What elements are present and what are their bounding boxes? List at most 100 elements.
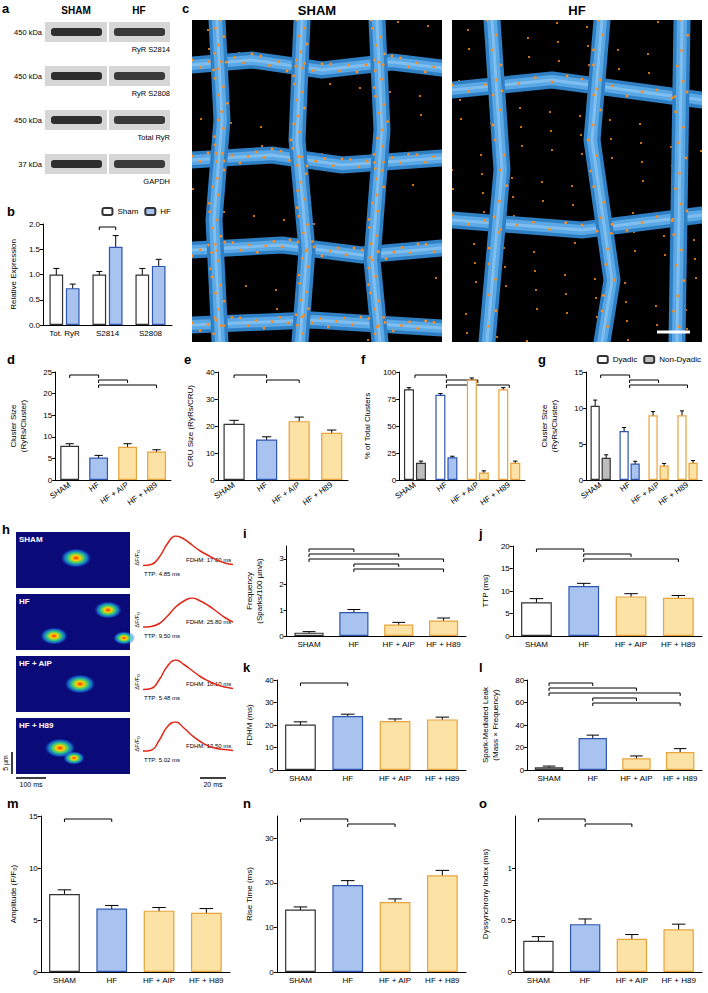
svg-text:20: 20: [501, 542, 510, 551]
svg-text:0: 0: [269, 766, 274, 775]
svg-text:RyR S2808: RyR S2808: [132, 89, 170, 98]
svg-text:HF + H89: HF + H89: [301, 480, 335, 507]
svg-text:HF + H89: HF + H89: [657, 480, 691, 507]
svg-text:15: 15: [29, 812, 38, 821]
svg-text:5 µm: 5 µm: [2, 755, 10, 771]
svg-text:0.5: 0.5: [29, 295, 41, 304]
svg-text:HF + H89: HF + H89: [425, 976, 460, 985]
svg-text:ΔF/F₀: ΔF/F₀: [134, 736, 140, 752]
svg-text:SHAM: SHAM: [298, 3, 336, 18]
svg-text:HF: HF: [106, 976, 117, 985]
svg-text:HF: HF: [19, 597, 30, 606]
svg-text:0: 0: [269, 968, 274, 977]
svg-text:HF + AIP: HF + AIP: [620, 774, 652, 783]
svg-text:HF: HF: [435, 480, 449, 494]
svg-text:20: 20: [265, 878, 274, 887]
svg-text:HF + AIP: HF + AIP: [379, 774, 411, 783]
svg-text:SHAM: SHAM: [53, 976, 76, 985]
svg-text:i: i: [243, 526, 247, 541]
svg-text:SHAM: SHAM: [213, 480, 237, 501]
svg-text:CRU Size (RyRs/CRU): CRU Size (RyRs/CRU): [186, 385, 195, 467]
svg-text:10: 10: [206, 449, 215, 458]
svg-text:HF + H89: HF + H89: [478, 480, 512, 507]
svg-text:20 ms: 20 ms: [203, 781, 223, 788]
svg-text:(Mass × Frequency): (Mass × Frequency): [491, 689, 500, 761]
svg-text:Sham: Sham: [117, 207, 138, 216]
svg-text:Cluster Size: Cluster Size: [9, 404, 18, 448]
svg-text:HF + AIP: HF + AIP: [449, 480, 481, 506]
svg-text:10: 10: [43, 432, 52, 441]
svg-text:TTP: 5.02 ms: TTP: 5.02 ms: [144, 757, 180, 763]
svg-text:HF: HF: [618, 480, 632, 494]
svg-text:SHAM: SHAM: [393, 480, 417, 501]
svg-text:HF: HF: [255, 480, 269, 494]
svg-text:HF + AIP: HF + AIP: [615, 640, 647, 649]
svg-text:a: a: [2, 1, 10, 16]
svg-text:Relative Expression: Relative Expression: [9, 239, 18, 310]
svg-text:f: f: [361, 352, 366, 367]
svg-text:20: 20: [43, 389, 52, 398]
svg-text:20: 20: [206, 422, 215, 431]
svg-text:Tot. RyR: Tot. RyR: [49, 329, 80, 338]
svg-text:HF + AIP: HF + AIP: [616, 976, 648, 985]
svg-text:c: c: [182, 1, 189, 16]
svg-text:40: 40: [265, 676, 274, 685]
svg-text:80: 80: [515, 676, 524, 685]
svg-text:HF + H89: HF + H89: [19, 721, 54, 730]
svg-text:10: 10: [29, 864, 38, 873]
svg-text:450 kDa: 450 kDa: [14, 72, 43, 81]
svg-text:15: 15: [43, 411, 52, 420]
svg-text:Total RyR: Total RyR: [137, 133, 170, 142]
svg-text:HF + AIP: HF + AIP: [630, 480, 662, 506]
svg-text:TTP: 4.85 ms: TTP: 4.85 ms: [144, 571, 180, 577]
svg-text:SHAM: SHAM: [537, 774, 560, 783]
svg-text:TTP (ms): TTP (ms): [481, 574, 490, 608]
svg-text:10: 10: [265, 923, 274, 932]
svg-text:SHAM: SHAM: [289, 976, 312, 985]
svg-text:5: 5: [579, 440, 584, 449]
svg-text:2: 2: [279, 580, 284, 589]
svg-text:0.5: 0.5: [501, 916, 513, 925]
svg-text:5: 5: [48, 454, 53, 463]
svg-text:ΔF/F₀: ΔF/F₀: [134, 550, 140, 566]
svg-text:HF: HF: [578, 640, 589, 649]
svg-text:SHAM: SHAM: [19, 535, 43, 544]
svg-text:HF: HF: [342, 976, 353, 985]
svg-text:SHAM: SHAM: [48, 480, 72, 501]
svg-text:SHAM: SHAM: [527, 976, 550, 985]
svg-text:10: 10: [574, 404, 583, 413]
svg-text:SHAM: SHAM: [61, 5, 90, 16]
svg-text:Amplitude (F/F₀): Amplitude (F/F₀): [9, 864, 18, 923]
svg-text:(RyRs/Cluster): (RyRs/Cluster): [19, 399, 28, 452]
svg-text:(RyRs/Cluster): (RyRs/Cluster): [550, 399, 559, 452]
svg-text:TTP: 9.50 ms: TTP: 9.50 ms: [144, 633, 180, 639]
svg-text:0: 0: [279, 632, 284, 641]
svg-text:d: d: [7, 352, 15, 367]
svg-text:20: 20: [515, 743, 524, 752]
svg-text:HF: HF: [568, 3, 585, 18]
svg-text:SHAM: SHAM: [289, 774, 312, 783]
svg-text:HF + AIP: HF + AIP: [383, 640, 415, 649]
svg-text:HF + AIP: HF + AIP: [143, 976, 175, 985]
svg-text:HF + AIP: HF + AIP: [379, 976, 411, 985]
svg-text:HF + H89: HF + H89: [126, 480, 160, 507]
svg-text:Dyadic: Dyadic: [613, 355, 637, 364]
svg-text:b: b: [7, 204, 15, 219]
svg-text:HF + H89: HF + H89: [661, 640, 696, 649]
svg-text:15: 15: [574, 368, 583, 377]
svg-text:0: 0: [210, 476, 215, 485]
svg-text:GAPDH: GAPDH: [143, 177, 170, 186]
svg-text:0: 0: [520, 766, 525, 775]
svg-text:h: h: [2, 522, 10, 537]
svg-text:50: 50: [387, 422, 396, 431]
svg-text:HF: HF: [587, 774, 598, 783]
svg-text:5: 5: [33, 916, 38, 925]
svg-text:Frequency: Frequency: [245, 572, 254, 610]
svg-text:o: o: [479, 796, 487, 811]
svg-text:5: 5: [505, 609, 510, 618]
svg-text:(Sparks/100 µm/s): (Sparks/100 µm/s): [255, 558, 264, 624]
svg-text:HF: HF: [160, 207, 171, 216]
svg-text:40: 40: [206, 368, 215, 377]
svg-text:HF + H89: HF + H89: [189, 976, 224, 985]
svg-text:450 kDa: 450 kDa: [14, 28, 43, 37]
